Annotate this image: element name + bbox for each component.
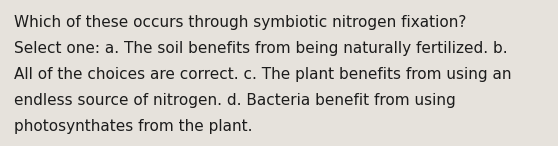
Text: Which of these occurs through symbiotic nitrogen fixation?: Which of these occurs through symbiotic … [14, 15, 466, 30]
Text: Select one: a. The soil benefits from being naturally fertilized. b.: Select one: a. The soil benefits from be… [14, 41, 508, 56]
Text: All of the choices are correct. c. The plant benefits from using an: All of the choices are correct. c. The p… [14, 67, 512, 82]
Text: photosynthates from the plant.: photosynthates from the plant. [14, 119, 253, 134]
Text: endless source of nitrogen. d. Bacteria benefit from using: endless source of nitrogen. d. Bacteria … [14, 93, 456, 108]
